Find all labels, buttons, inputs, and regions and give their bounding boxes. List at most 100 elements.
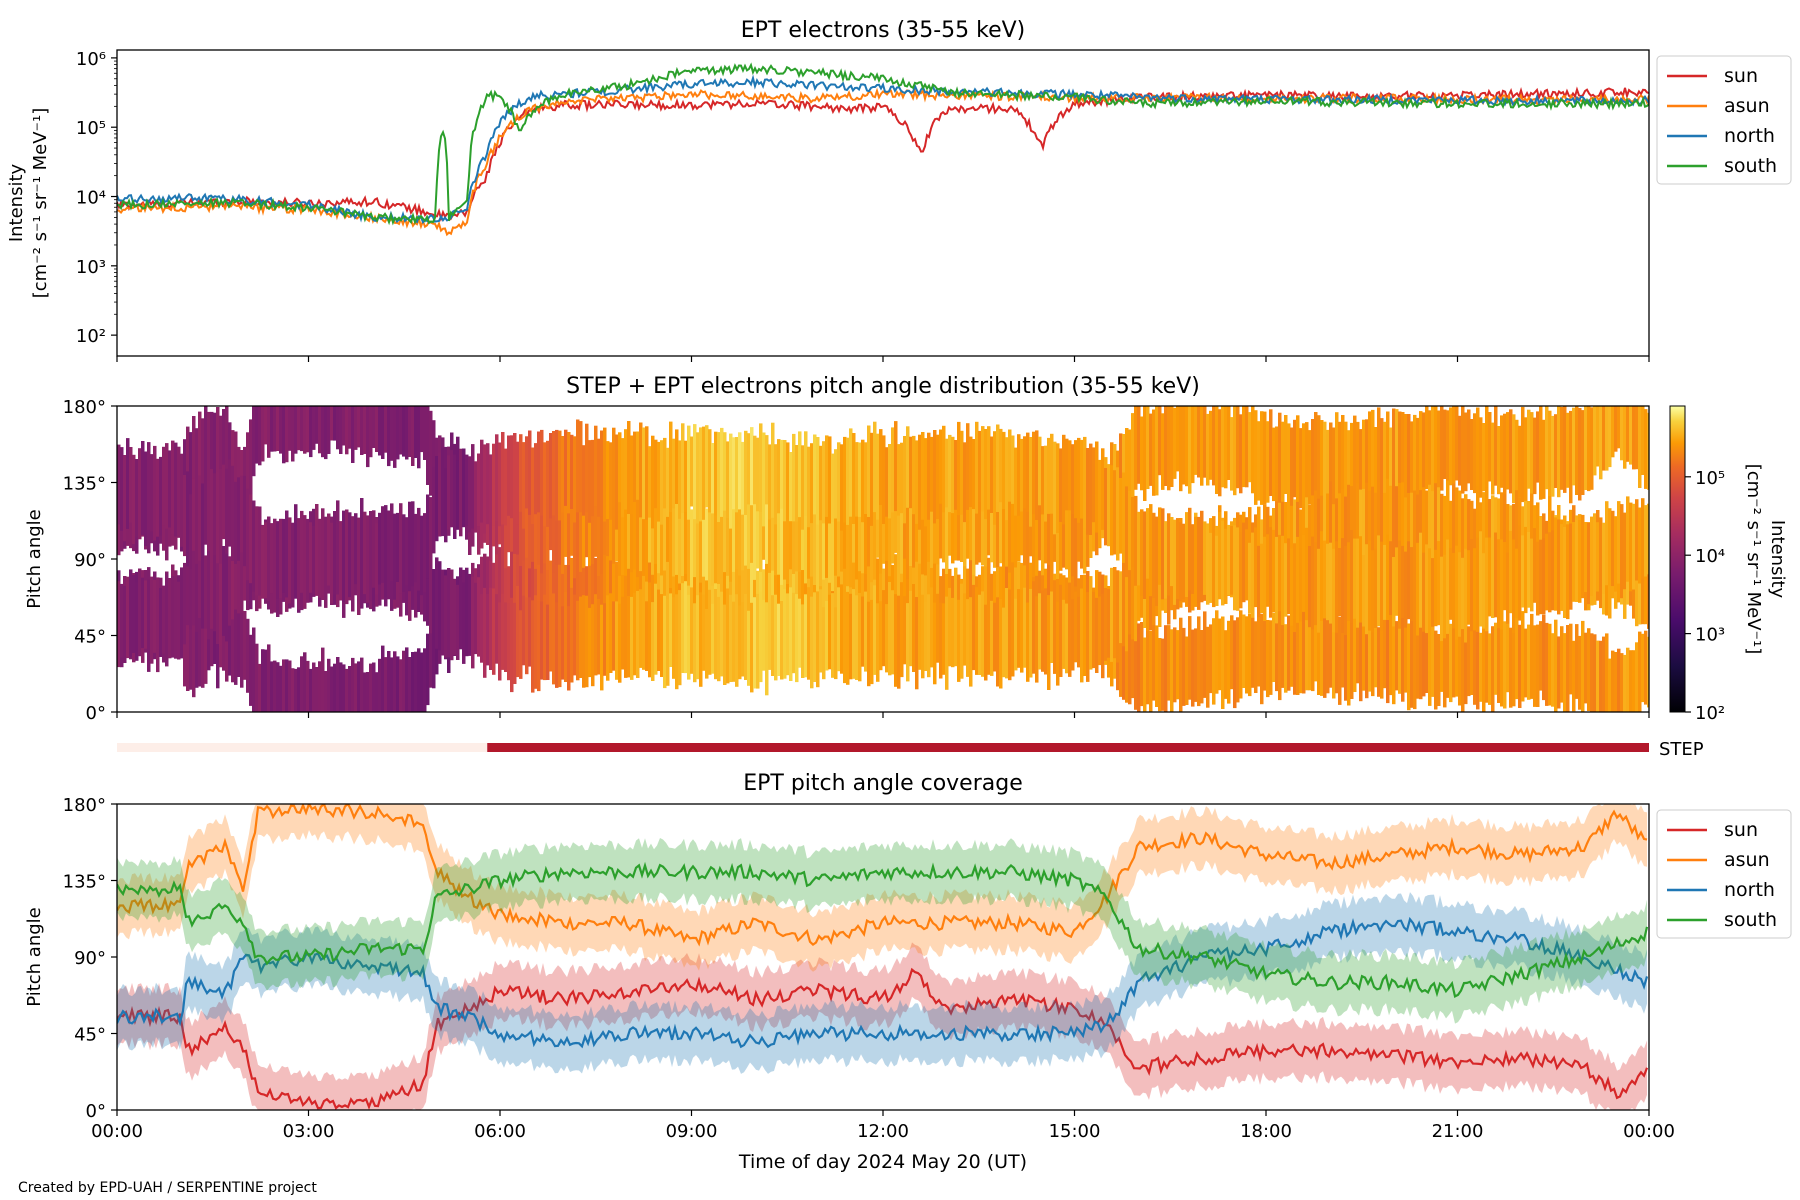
heatmap-cell xyxy=(873,585,877,675)
heatmap-cell xyxy=(999,476,1003,564)
heatmap-cell xyxy=(1455,406,1459,481)
heatmap-cell xyxy=(1374,616,1378,688)
heatmap-cell xyxy=(990,436,994,513)
heatmap-cell xyxy=(1425,544,1429,634)
heatmap-cell xyxy=(1230,526,1234,595)
series-line-sun xyxy=(117,86,1649,223)
heatmap-cell xyxy=(525,597,529,675)
heatmap-cell xyxy=(504,562,508,641)
heatmap-cell xyxy=(1518,525,1522,621)
heatmap-cell xyxy=(504,602,508,672)
heatmap-cell xyxy=(915,528,919,617)
y-tick-label: 180° xyxy=(63,397,106,418)
heatmap-cell xyxy=(555,429,559,521)
heatmap-cell xyxy=(1059,448,1063,522)
legend-label-south: south xyxy=(1724,155,1777,177)
heatmap-cell xyxy=(294,504,298,599)
heatmap-cell xyxy=(204,474,208,545)
heatmap-cell xyxy=(621,438,625,518)
heatmap-cell xyxy=(174,576,178,659)
heatmap-cell xyxy=(1101,448,1105,530)
heatmap-cell xyxy=(1005,484,1009,567)
heatmap-cell xyxy=(324,671,328,712)
heatmap-cell xyxy=(498,442,502,527)
heatmap-cell xyxy=(507,566,511,639)
heatmap-cell xyxy=(873,489,877,580)
heatmap-cell xyxy=(987,426,991,510)
heatmap-cell xyxy=(588,555,592,637)
heatmap-cell xyxy=(1380,620,1384,699)
heatmap-cell xyxy=(1308,504,1312,578)
heatmap-cell xyxy=(405,517,409,586)
heatmap-cell xyxy=(1470,419,1474,490)
heatmap-cell xyxy=(669,421,673,512)
heatmap-cell xyxy=(1146,623,1150,705)
heatmap-cell xyxy=(342,664,346,712)
heatmap-cell xyxy=(1638,631,1642,712)
heatmap-cell xyxy=(1236,527,1240,611)
heatmap-cell xyxy=(1152,512,1156,598)
heatmap-cell xyxy=(1308,620,1312,691)
heatmap-cell xyxy=(318,518,322,598)
heatmap-cell xyxy=(519,486,523,566)
heatmap-cell xyxy=(1425,618,1429,693)
heatmap-cell xyxy=(1140,622,1144,707)
heatmap-cell xyxy=(1608,406,1612,468)
heatmap-cell xyxy=(234,531,238,610)
heatmap-cell xyxy=(1515,548,1519,619)
heatmap-cell xyxy=(1617,648,1621,712)
heatmap-cell xyxy=(342,406,346,446)
heatmap-cell xyxy=(675,594,679,690)
heatmap-cell xyxy=(405,647,409,712)
heatmap-cell xyxy=(306,406,310,453)
heatmap-cell xyxy=(339,406,343,454)
heatmap-cell xyxy=(657,536,661,628)
heatmap-cell xyxy=(1500,492,1504,583)
heatmap-cell xyxy=(492,588,496,675)
heatmap-cell xyxy=(912,435,916,515)
heatmap-cell xyxy=(297,518,301,610)
heatmap-cell xyxy=(864,442,868,514)
heatmap-cell xyxy=(699,509,703,583)
heatmap-cell xyxy=(1374,427,1378,501)
heatmap-cell xyxy=(1563,526,1567,618)
heatmap-cell xyxy=(942,603,946,675)
heatmap-cell xyxy=(1236,617,1240,703)
colorbar-label-line2: [cm⁻² s⁻¹ sr⁻¹ MeV⁻¹] xyxy=(1743,464,1764,655)
heatmap-cell xyxy=(1206,626,1210,708)
heatmap-cell xyxy=(1293,625,1297,695)
heatmap-cell xyxy=(576,482,580,568)
heatmap-cell xyxy=(165,573,169,666)
heatmap-cell xyxy=(1491,540,1495,618)
heatmap-cell xyxy=(1050,591,1054,663)
heatmap-cell xyxy=(1290,608,1294,687)
heatmap-cell xyxy=(1545,622,1549,706)
heatmap-cell xyxy=(1269,409,1273,496)
heatmap-cell xyxy=(1539,621,1543,691)
heatmap-cell xyxy=(1572,522,1576,602)
heatmap-cell xyxy=(891,590,895,675)
heatmap-cell xyxy=(372,406,376,448)
heatmap-cell xyxy=(606,485,610,557)
heatmap-cell xyxy=(591,604,595,687)
heatmap-cell xyxy=(1503,494,1507,582)
heatmap-cell xyxy=(1008,589,1012,681)
heatmap-cell xyxy=(798,598,802,668)
heatmap-cell xyxy=(1104,468,1108,546)
heatmap-cell xyxy=(564,476,568,557)
heatmap-cell xyxy=(447,568,451,658)
heatmap-cell xyxy=(849,492,853,588)
heatmap-cell xyxy=(723,432,727,511)
heatmap-cell xyxy=(294,406,298,454)
heatmap-cell xyxy=(1176,406,1180,472)
heatmap-cell xyxy=(1407,623,1411,711)
heatmap-cell xyxy=(1533,625,1537,707)
heatmap-cell xyxy=(1335,412,1339,505)
heatmap-cell xyxy=(804,431,808,516)
heatmap-cell xyxy=(1458,627,1462,706)
heatmap-cell xyxy=(1149,413,1153,486)
y-tick-label: 10⁶ xyxy=(76,49,106,70)
heatmap-cell xyxy=(1023,436,1027,509)
heatmap-cell xyxy=(735,594,739,687)
heatmap-cell xyxy=(1557,519,1561,615)
